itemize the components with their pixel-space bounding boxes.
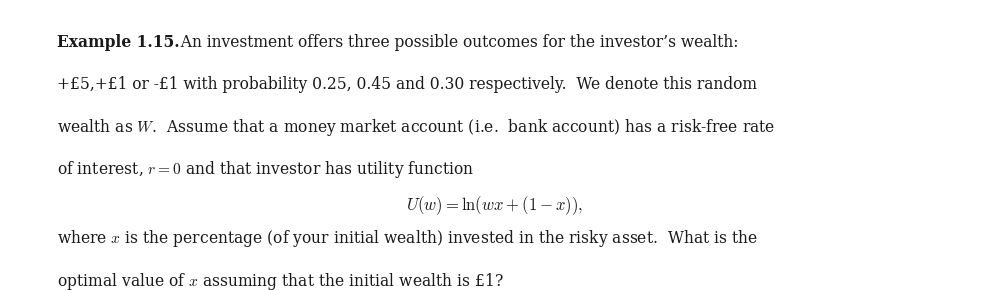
Text: where $x$ is the percentage (of your initial wealth) invested in the risky asset: where $x$ is the percentage (of your ini… [57,228,758,249]
Text: An investment offers three possible outcomes for the investor’s wealth:: An investment offers three possible outc… [171,34,739,51]
Text: +£5,+£1 or -£1 with probability 0.25, 0.45 and 0.30 respectively.  We denote thi: +£5,+£1 or -£1 with probability 0.25, 0.… [57,76,757,93]
Text: $U(w) = \ln(wx + (1 - x)),$: $U(w) = \ln(wx + (1 - x)),$ [407,194,583,217]
Text: of interest, $r = 0$ and that investor has utility function: of interest, $r = 0$ and that investor h… [57,159,474,180]
Text: optimal value of $x$ assuming that the initial wealth is £1?: optimal value of $x$ assuming that the i… [57,271,504,290]
Text: wealth as $W$.  Assume that a money market account (i.e.  bank account) has a ri: wealth as $W$. Assume that a money marke… [57,117,776,138]
Text: Example 1.15.: Example 1.15. [57,34,180,51]
